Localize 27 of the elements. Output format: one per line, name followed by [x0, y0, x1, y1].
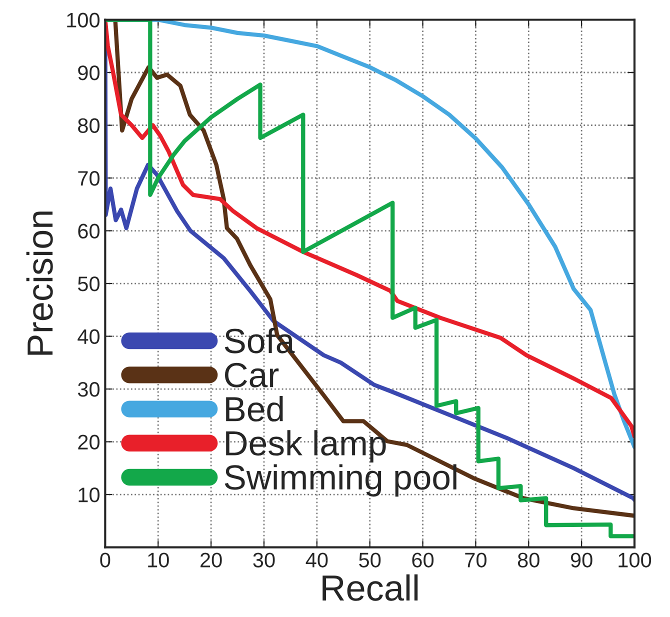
legend-label: Bed — [226, 396, 283, 422]
legend-label: Desk lamp — [226, 430, 386, 462]
y-tick-label: 40 — [78, 329, 100, 344]
x-tick-label: 0 — [100, 552, 110, 568]
legend-label: Car — [225, 362, 279, 388]
x-tick-label: 30 — [253, 552, 275, 568]
x-tick-label: 100 — [618, 552, 652, 568]
x-tick-label: 40 — [306, 552, 328, 568]
x-tick-label: 20 — [200, 552, 222, 568]
y-tick-label: 60 — [78, 224, 100, 239]
y-axis-title: Precision — [26, 212, 53, 355]
y-tick-label: 80 — [78, 118, 100, 134]
y-tick-label: 90 — [78, 66, 100, 80]
x-tick-label: 60 — [412, 552, 434, 568]
x-axis-title: Recall — [322, 574, 418, 601]
x-tick-label: 80 — [518, 552, 540, 568]
x-tick-label: 50 — [359, 552, 381, 568]
legend-label: Swimming pool — [224, 464, 456, 497]
x-tick-label: 70 — [465, 552, 486, 568]
y-tick-label: 30 — [78, 382, 100, 397]
x-tick-label: 90 — [570, 552, 592, 568]
y-tick-label: 50 — [78, 276, 100, 292]
x-tick-label: 10 — [148, 552, 169, 568]
y-tick-label: 70 — [78, 171, 100, 186]
y-tick-label: 100 — [67, 12, 100, 28]
y-tick-label: 20 — [78, 434, 100, 450]
y-tick-label: 10 — [78, 488, 100, 502]
